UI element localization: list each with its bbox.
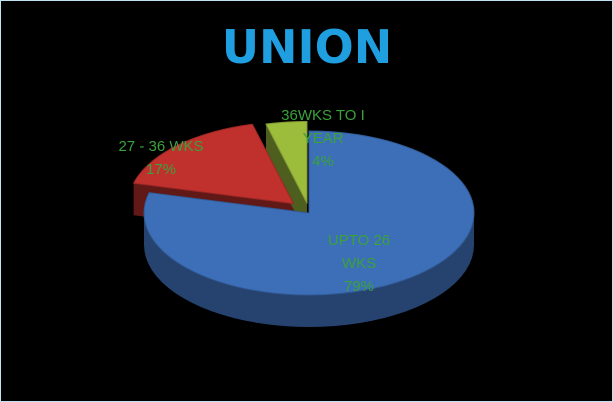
value-label: 4%: [312, 153, 334, 170]
slice: [132, 123, 295, 205]
slice-label: UPTO 26 WKS 79%: [319, 229, 399, 298]
category-label: 36WKS TO I YEAR: [281, 107, 365, 147]
slice-side: [144, 213, 474, 327]
chart-title: UNION: [222, 20, 393, 74]
slice-label: 27 - 36 WKS 17%: [96, 135, 226, 181]
category-label: 27 - 36 WKS: [118, 138, 204, 155]
slice-label: 36WKS TO I YEAR 4%: [273, 104, 373, 173]
value-label: 17%: [145, 161, 177, 178]
slice: [265, 120, 308, 204]
slice: [143, 130, 475, 296]
value-label: 79%: [343, 278, 375, 295]
category-label: UPTO 26 WKS: [327, 232, 391, 272]
slice-wall: [265, 124, 307, 236]
